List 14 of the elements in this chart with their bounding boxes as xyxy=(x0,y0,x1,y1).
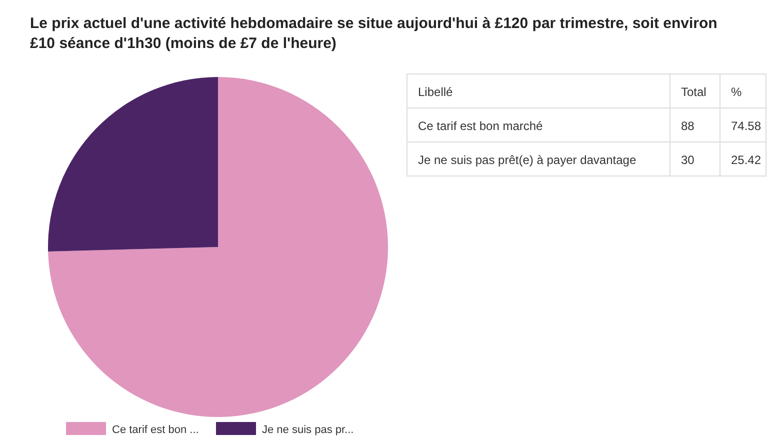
text: 30 xyxy=(681,153,695,167)
pie-slice xyxy=(48,77,388,417)
text: 88 xyxy=(681,119,695,133)
text: Total xyxy=(681,85,706,99)
chart-title: Le prix actuel d'une activité hebdomadaire se situe aujourd'hui à £120 par trimestre, soit environ £10 séance d'1h30 (moins de £7 de l'heure) xyxy=(30,15,718,52)
text: Libellé xyxy=(418,85,454,99)
text: 25.42 xyxy=(731,153,762,167)
text: 74.58 xyxy=(731,119,762,133)
text: Je ne suis pas prêt(e) à payer davantage xyxy=(418,153,636,167)
legend-label: Je ne suis pas pr... xyxy=(262,424,354,436)
pie-slice xyxy=(48,77,218,252)
text: Ce tarif est bon marché xyxy=(418,119,544,133)
legend-label: Ce tarif est bon ... xyxy=(112,424,199,436)
text: % xyxy=(731,85,742,99)
